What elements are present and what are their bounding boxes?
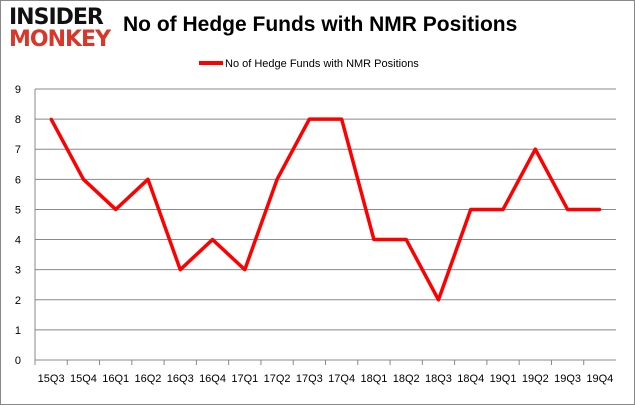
data-point	[404, 238, 408, 242]
data-point	[275, 177, 279, 181]
data-point	[307, 117, 311, 121]
y-tick-label: 3	[15, 265, 21, 277]
x-tick-label: 16Q4	[199, 373, 226, 385]
y-tick-label: 6	[15, 174, 21, 186]
x-tick-label: 16Q3	[167, 373, 194, 385]
logo-line1: INSIDER	[9, 5, 104, 30]
data-point	[372, 238, 376, 242]
data-point	[598, 207, 602, 211]
x-tick-label: 18Q1	[360, 373, 387, 385]
x-tick-label: 16Q1	[102, 373, 129, 385]
legend-label: No of Hedge Funds with NMR Positions	[225, 58, 419, 70]
data-point	[566, 207, 570, 211]
insider-monkey-logo: INSIDER MONKEY	[9, 7, 119, 55]
series-line	[49, 117, 600, 302]
y-tick-label: 1	[15, 325, 21, 337]
y-tick-label: 5	[15, 204, 21, 216]
x-tick-label: 17Q2	[264, 373, 291, 385]
data-point	[211, 238, 215, 242]
y-tick-label: 2	[15, 295, 21, 307]
data-point	[533, 147, 537, 151]
x-tick-label: 17Q3	[296, 373, 323, 385]
x-tick-label: 18Q4	[457, 373, 484, 385]
x-tick-label: 15Q4	[70, 373, 97, 385]
x-tick-label: 19Q4	[586, 373, 613, 385]
x-tick-label: 19Q1	[490, 373, 517, 385]
x-tick-label: 19Q2	[522, 373, 549, 385]
y-tick-label: 7	[15, 144, 21, 156]
data-point	[340, 117, 344, 121]
data-point	[501, 207, 505, 211]
data-point	[114, 207, 118, 211]
data-point	[81, 177, 85, 181]
data-point	[146, 177, 150, 181]
x-tick-label: 18Q2	[393, 373, 420, 385]
x-tick-label: 18Q3	[425, 373, 452, 385]
chart-title: No of Hedge Funds with NMR Positions	[123, 13, 518, 36]
y-tick-label: 4	[15, 235, 21, 247]
data-point	[49, 117, 53, 121]
logo-line2: MONKEY	[9, 27, 111, 52]
x-tick-label: 17Q4	[328, 373, 355, 385]
data-point	[469, 207, 473, 211]
y-tick-label: 0	[15, 355, 21, 367]
data-point	[243, 268, 247, 272]
data-point	[178, 268, 182, 272]
x-tick-label: 15Q3	[38, 373, 65, 385]
y-tick-label: 9	[15, 84, 21, 96]
x-tick-label: 19Q3	[554, 373, 581, 385]
x-tick-label: 17Q1	[231, 373, 258, 385]
y-tick-label: 8	[15, 114, 21, 126]
data-point	[436, 298, 440, 302]
x-tick-label: 16Q2	[135, 373, 162, 385]
